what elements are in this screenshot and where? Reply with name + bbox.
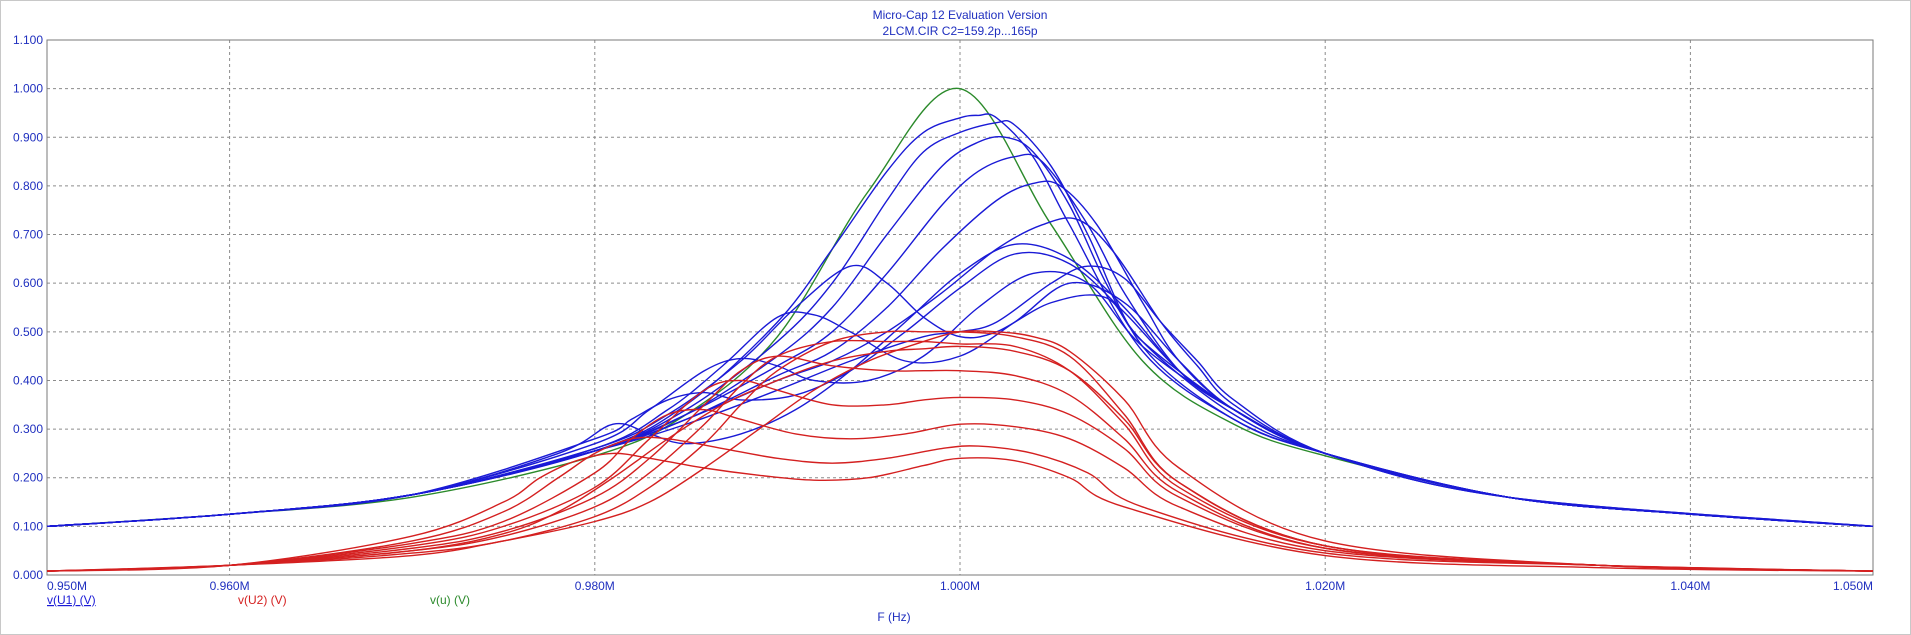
y-tick-label: 0.300 xyxy=(13,422,43,436)
series-line-v-u2-16 xyxy=(46,379,1874,572)
x-tick-label: 1.040M xyxy=(1670,579,1710,593)
x-axis-label: F (Hz) xyxy=(877,610,910,624)
y-tick-label: 1.000 xyxy=(13,82,43,96)
y-tick-label: 0.200 xyxy=(13,471,43,485)
series-line-v-u2-18 xyxy=(46,436,1874,572)
y-tick-label: 0.800 xyxy=(13,179,43,193)
y-tick-label: 0.500 xyxy=(13,325,43,339)
x-tick-label: 1.020M xyxy=(1305,579,1345,593)
x-tick-label: 0.960M xyxy=(210,579,250,593)
series-line-v-u2-19 xyxy=(46,452,1874,572)
y-tick-label: 0.600 xyxy=(13,276,43,290)
series-layer xyxy=(46,87,1874,572)
series-line-v-u1-12 xyxy=(46,243,1874,528)
y-tick-label: 0.100 xyxy=(13,519,43,533)
series-line-v-u1-10 xyxy=(46,270,1874,528)
series-line-v-u2-20 xyxy=(46,345,1874,572)
chart-subtitle: 2LCM.CIR C2=159.2p...165p xyxy=(882,24,1037,38)
y-tick-label: 1.100 xyxy=(13,33,43,47)
plot-frame xyxy=(46,39,1874,576)
x-tick-label: 1.000M xyxy=(940,579,980,593)
series-line-v-u2-21 xyxy=(46,330,1874,572)
axis-layer: 0.000 0.100 0.200 0.300 0.400 0.500 0.600 0.700… xyxy=(13,33,1874,593)
legend-entry-v-u1[interactable]: v(U1) (V) xyxy=(47,593,96,607)
x-tick-label: 0.950M xyxy=(47,579,87,593)
y-tick-label: 0.700 xyxy=(13,228,43,242)
legend: v(U1) (V) v(U2) (V) v(u) (V) xyxy=(47,593,470,607)
series-line-v-u2-17 xyxy=(46,408,1874,572)
legend-entry-v-u2[interactable]: v(U2) (V) xyxy=(238,593,287,607)
y-tick-label: 0.000 xyxy=(13,568,43,582)
chart-title: Micro-Cap 12 Evaluation Version xyxy=(873,8,1048,22)
x-tick-label: 0.980M xyxy=(575,579,615,593)
x-tick-label: 1.050M xyxy=(1833,579,1873,593)
y-tick-label: 0.400 xyxy=(13,373,43,387)
legend-entry-v-u[interactable]: v(u) (V) xyxy=(430,593,470,607)
y-tick-label: 0.900 xyxy=(13,130,43,144)
